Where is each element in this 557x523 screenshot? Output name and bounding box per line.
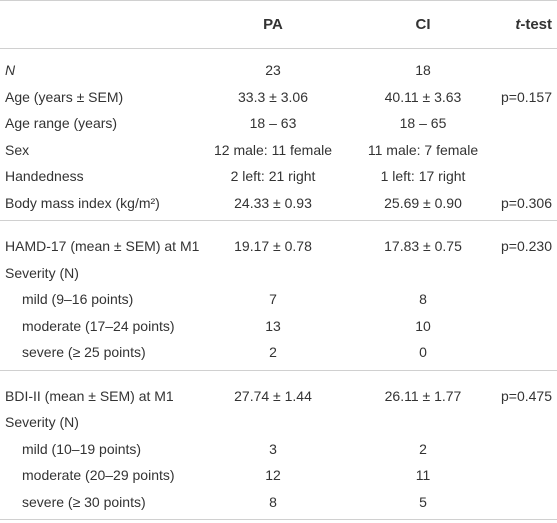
row-label: HAMD-17 (mean ± SEM) at M1 xyxy=(5,238,200,255)
section: HAMD-17 (mean ± SEM) at M1 19.17 ± 0.78 17… xyxy=(0,221,557,371)
header-italic: t xyxy=(515,16,521,33)
t-test-cell: p=0.475 xyxy=(501,387,552,404)
header-text: -test xyxy=(520,16,552,33)
section: N 23 18 Age (years ± SEM) 33.3 ± 3.06 40.11 ±… xyxy=(0,49,557,221)
pa-cell: 19.17 ± 0.78 xyxy=(234,238,312,255)
header-row: PA CI t-test xyxy=(0,0,557,49)
row-label: Age (years ± SEM) xyxy=(5,88,124,105)
pa-cell: 7 xyxy=(269,291,277,308)
row-label: Severity (N) xyxy=(5,264,79,281)
t-test-cell: p=0.306 xyxy=(501,194,552,211)
pa-cell: 33.3 ± 3.06 xyxy=(238,88,308,105)
ci-cell: 11 xyxy=(415,467,431,484)
ci-cell: 18 xyxy=(415,62,431,79)
row-label: N xyxy=(5,62,16,79)
row-label: mild (10–19 points) xyxy=(22,440,142,457)
ci-cell: 17.83 ± 0.75 xyxy=(384,238,462,255)
table-row: Sex 12 male: 11 female 11 male: 7 female xyxy=(0,137,557,164)
pa-cell: 2 xyxy=(269,344,277,361)
ci-cell: 2 xyxy=(419,440,427,457)
row-label: BDI-II (mean ± SEM) at M1 xyxy=(5,387,174,404)
header-cell: CI xyxy=(415,16,431,33)
pa-cell: 8 xyxy=(269,493,277,510)
table-row: severe (≥ 30 points) 8 5 xyxy=(0,489,557,516)
ci-cell: 40.11 ± 3.63 xyxy=(384,88,462,105)
t-test-cell: p=0.230 xyxy=(501,238,552,255)
ci-cell: 0 xyxy=(419,344,427,361)
table-row: Handedness 2 left: 21 right 1 left: 17 rig… xyxy=(0,163,557,190)
pa-cell: 2 left: 21 right xyxy=(230,168,316,185)
header-cell: PA xyxy=(263,16,283,33)
table-row: Age range (years) 18 – 63 18 – 65 xyxy=(0,110,557,137)
ci-cell: 5 xyxy=(419,493,427,510)
pa-cell: 23 xyxy=(265,62,281,79)
row-label: moderate (17–24 points) xyxy=(22,317,175,334)
row-label: mild (9–16 points) xyxy=(22,291,134,308)
table-row: mild (10–19 points) 3 2 xyxy=(0,436,557,463)
pa-cell: 27.74 ± 1.44 xyxy=(234,387,312,404)
row-label: moderate (20–29 points) xyxy=(22,467,175,484)
pa-cell: 12 xyxy=(265,467,281,484)
table-row: moderate (20–29 points) 12 11 xyxy=(0,462,557,489)
pa-cell: 3 xyxy=(269,440,277,457)
row-label: Handedness xyxy=(5,168,84,185)
t-test-cell: p=0.157 xyxy=(501,88,552,105)
row-label: severe (≥ 25 points) xyxy=(22,344,146,361)
table-row: Severity (N) xyxy=(0,260,557,287)
table-row: BDI-II (mean ± SEM) at M1 27.74 ± 1.44 26.… xyxy=(0,383,557,410)
table-row: Age (years ± SEM) 33.3 ± 3.06 40.11 ± 3.63… xyxy=(0,84,557,111)
table-row: Severity (N) xyxy=(0,409,557,436)
pa-cell: 18 – 63 xyxy=(249,115,297,132)
row-label: Sex xyxy=(5,141,30,158)
pa-cell: 24.33 ± 0.93 xyxy=(234,194,312,211)
row-label: severe (≥ 30 points) xyxy=(22,493,146,510)
ci-cell: 10 xyxy=(415,317,431,334)
row-label: Severity (N) xyxy=(5,414,79,431)
pa-cell: 12 male: 11 female xyxy=(213,141,333,158)
pa-cell: 13 xyxy=(265,317,281,334)
ci-cell: 8 xyxy=(419,291,427,308)
table-row: severe (≥ 25 points) 2 0 xyxy=(0,339,557,366)
table-row: Body mass index (kg/m²) 24.33 ± 0.93 25.69… xyxy=(0,190,557,217)
row-label: Age range (years) xyxy=(5,115,118,132)
table-row: moderate (17–24 points) 13 10 xyxy=(0,313,557,340)
table-row: mild (9–16 points) 7 8 xyxy=(0,286,557,313)
ci-cell: 11 male: 7 female xyxy=(367,141,479,158)
header-cell: t-test xyxy=(483,16,552,33)
ci-cell: 1 left: 17 right xyxy=(380,168,466,185)
section: BDI-II (mean ± SEM) at M1 27.74 ± 1.44 26.… xyxy=(0,371,557,520)
ci-cell: 25.69 ± 0.90 xyxy=(384,194,462,211)
table-row: HAMD-17 (mean ± SEM) at M1 19.17 ± 0.78 17… xyxy=(0,233,557,260)
ci-cell: 26.11 ± 1.77 xyxy=(384,387,462,404)
table-row: N 23 18 xyxy=(0,57,557,84)
row-label: Body mass index (kg/m²) xyxy=(5,194,160,211)
ci-cell: 18 – 65 xyxy=(399,115,447,132)
